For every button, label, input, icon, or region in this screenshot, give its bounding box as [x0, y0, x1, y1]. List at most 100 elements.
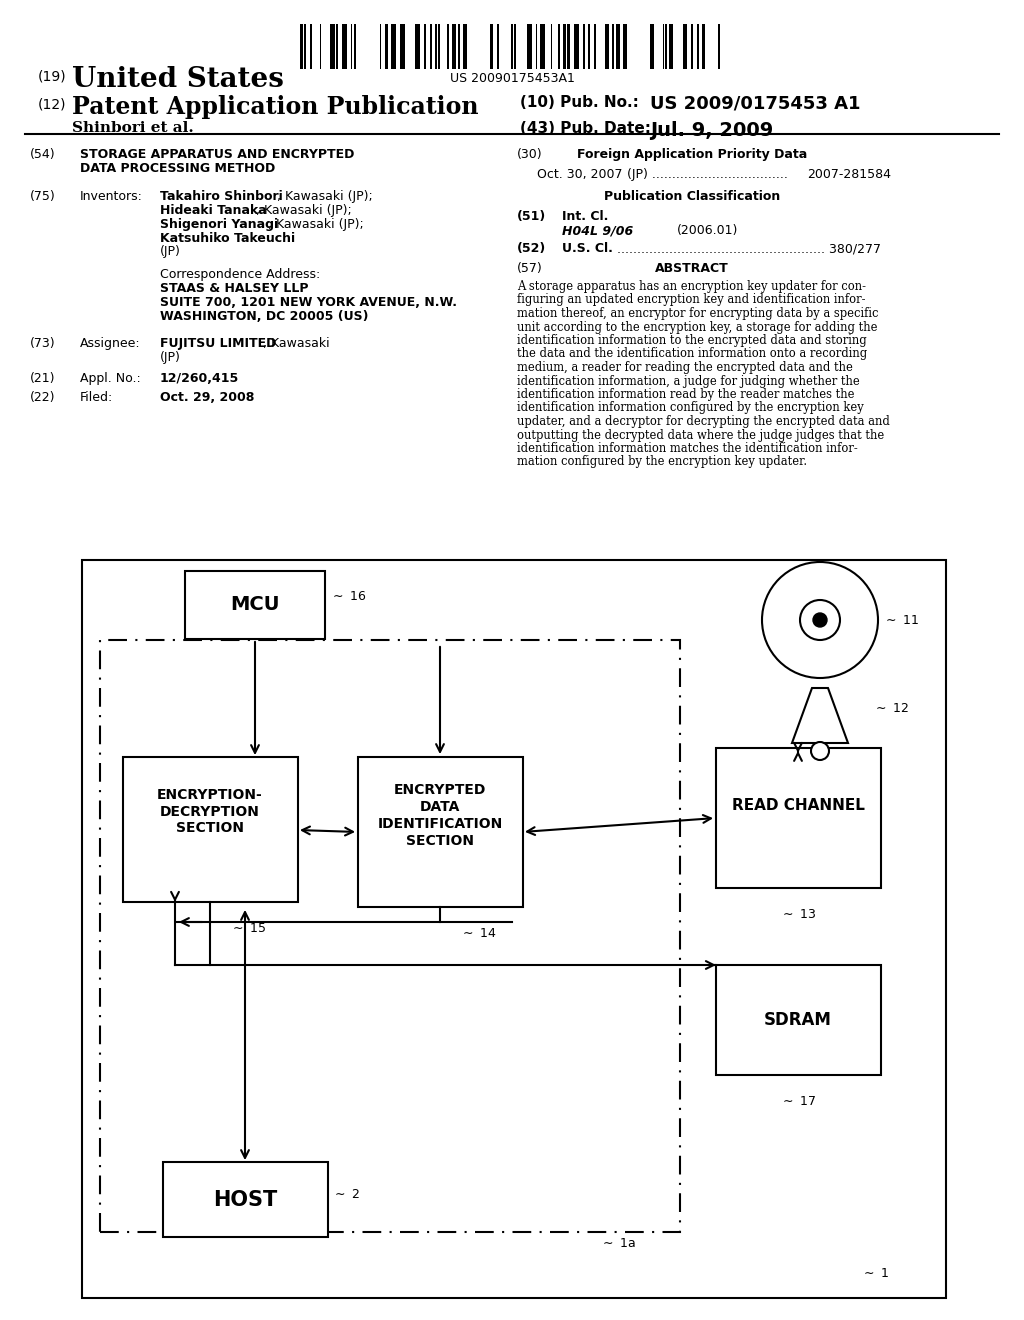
Text: SECTION: SECTION: [406, 834, 474, 847]
Text: $\sim$ 1a: $\sim$ 1a: [600, 1237, 636, 1250]
Text: the data and the identification information onto a recording: the data and the identification informat…: [517, 347, 867, 360]
Text: Oct. 29, 2008: Oct. 29, 2008: [160, 391, 254, 404]
Text: US 2009/0175453 A1: US 2009/0175453 A1: [650, 95, 860, 114]
Bar: [342, 24, 347, 69]
Text: $\sim$ 15: $\sim$ 15: [230, 921, 266, 935]
Text: Jul. 9, 2009: Jul. 9, 2009: [650, 121, 773, 140]
Text: (54): (54): [30, 148, 55, 161]
Text: (43) Pub. Date:: (43) Pub. Date:: [520, 121, 651, 136]
Bar: [438, 24, 440, 69]
Text: READ CHANNEL: READ CHANNEL: [731, 799, 864, 813]
Circle shape: [811, 742, 829, 760]
Bar: [435, 24, 437, 69]
Text: (51): (51): [517, 210, 546, 223]
Text: (75): (75): [30, 190, 55, 203]
Text: Takahiro Shinbori: Takahiro Shinbori: [160, 190, 283, 203]
Bar: [123, 756, 298, 902]
Bar: [527, 24, 532, 69]
Text: (JP) ..................................: (JP) ..................................: [627, 168, 787, 181]
Bar: [185, 572, 325, 639]
Text: STAAS & HALSEY LLP: STAAS & HALSEY LLP: [160, 282, 308, 294]
Bar: [415, 24, 420, 69]
Bar: [665, 24, 667, 69]
Text: (52): (52): [517, 242, 546, 255]
Bar: [574, 24, 579, 69]
Text: , Kawasaki (JP);: , Kawasaki (JP);: [268, 218, 364, 231]
Text: 2007-281584: 2007-281584: [807, 168, 891, 181]
Bar: [716, 748, 881, 888]
Text: (10) Pub. No.:: (10) Pub. No.:: [520, 95, 639, 110]
Text: identification information configured by the encryption key: identification information configured by…: [517, 401, 864, 414]
Text: Hideaki Tanaka: Hideaki Tanaka: [160, 205, 266, 216]
Text: identification information read by the reader matches the: identification information read by the r…: [517, 388, 854, 401]
Text: MCU: MCU: [230, 595, 280, 615]
Bar: [612, 24, 614, 69]
Bar: [400, 24, 406, 69]
Text: (57): (57): [517, 261, 543, 275]
Bar: [358, 756, 523, 907]
Bar: [497, 24, 499, 69]
Bar: [623, 24, 627, 69]
Bar: [716, 965, 881, 1074]
Bar: [82, 560, 946, 1298]
Bar: [588, 24, 590, 69]
Text: STORAGE APPARATUS AND ENCRYPTED: STORAGE APPARATUS AND ENCRYPTED: [80, 148, 354, 161]
Text: ENCRYPTION-: ENCRYPTION-: [157, 788, 263, 803]
Text: Foreign Application Priority Data: Foreign Application Priority Data: [577, 148, 807, 161]
Text: $\sim$ 1: $\sim$ 1: [861, 1267, 889, 1280]
Bar: [697, 24, 699, 69]
Text: Assignee:: Assignee:: [80, 337, 140, 350]
Text: updater, and a decryptor for decrypting the encrypted data and: updater, and a decryptor for decrypting …: [517, 414, 890, 428]
Text: mation configured by the encryption key updater.: mation configured by the encryption key …: [517, 455, 807, 469]
Bar: [447, 24, 449, 69]
Bar: [691, 24, 693, 69]
Text: , Kawasaki (JP);: , Kawasaki (JP);: [278, 190, 373, 203]
Bar: [300, 24, 303, 69]
Text: DECRYPTION: DECRYPTION: [160, 805, 260, 818]
Text: , Kawasaki: , Kawasaki: [263, 337, 330, 350]
Text: Shigenori Yanagi: Shigenori Yanagi: [160, 218, 279, 231]
Text: FUJITSU LIMITED: FUJITSU LIMITED: [160, 337, 276, 350]
Bar: [594, 24, 596, 69]
Text: .................................................... 380/277: ........................................…: [617, 242, 881, 255]
Bar: [605, 24, 609, 69]
Bar: [669, 24, 673, 69]
Text: $\sim$ 17: $\sim$ 17: [780, 1096, 816, 1107]
Text: DATA PROCESSING METHOD: DATA PROCESSING METHOD: [80, 162, 275, 176]
Text: $\sim$ 16: $\sim$ 16: [330, 590, 367, 603]
Text: (12): (12): [38, 98, 67, 112]
Text: $\sim$ 12: $\sim$ 12: [873, 701, 909, 714]
Bar: [385, 24, 388, 69]
Bar: [100, 640, 680, 1232]
Text: 12/260,415: 12/260,415: [160, 372, 240, 385]
Text: (2006.01): (2006.01): [677, 224, 738, 238]
Polygon shape: [792, 688, 848, 743]
Text: Katsuhiko Takeuchi: Katsuhiko Takeuchi: [160, 232, 295, 246]
Bar: [702, 24, 705, 69]
Text: $\sim$ 13: $\sim$ 13: [780, 908, 816, 921]
Text: SDRAM: SDRAM: [764, 1011, 831, 1030]
Bar: [514, 24, 516, 69]
Text: Appl. No.:: Appl. No.:: [80, 372, 140, 385]
Bar: [567, 24, 570, 69]
Bar: [336, 24, 338, 69]
Text: DATA: DATA: [420, 800, 460, 814]
Bar: [354, 24, 356, 69]
Bar: [310, 24, 312, 69]
Text: $\sim$ 14: $\sim$ 14: [460, 927, 497, 940]
Text: (JP): (JP): [160, 246, 181, 257]
Text: identification information, a judge for judging whether the: identification information, a judge for …: [517, 375, 860, 388]
Circle shape: [813, 612, 827, 627]
Bar: [330, 24, 335, 69]
Text: Shinbori et al.: Shinbori et al.: [72, 121, 194, 135]
Text: (JP): (JP): [160, 351, 181, 364]
Text: Int. Cl.: Int. Cl.: [562, 210, 608, 223]
Text: figuring an updated encryption key and identification infor-: figuring an updated encryption key and i…: [517, 293, 865, 306]
Text: $\sim$ 2: $\sim$ 2: [332, 1188, 360, 1201]
Text: WASHINGTON, DC 20005 (US): WASHINGTON, DC 20005 (US): [160, 310, 369, 323]
Text: outputting the decrypted data where the judge judges that the: outputting the decrypted data where the …: [517, 429, 885, 441]
Text: H04L 9/06: H04L 9/06: [562, 224, 633, 238]
Text: Publication Classification: Publication Classification: [604, 190, 780, 203]
Text: Filed:: Filed:: [80, 391, 114, 404]
Bar: [424, 24, 426, 69]
